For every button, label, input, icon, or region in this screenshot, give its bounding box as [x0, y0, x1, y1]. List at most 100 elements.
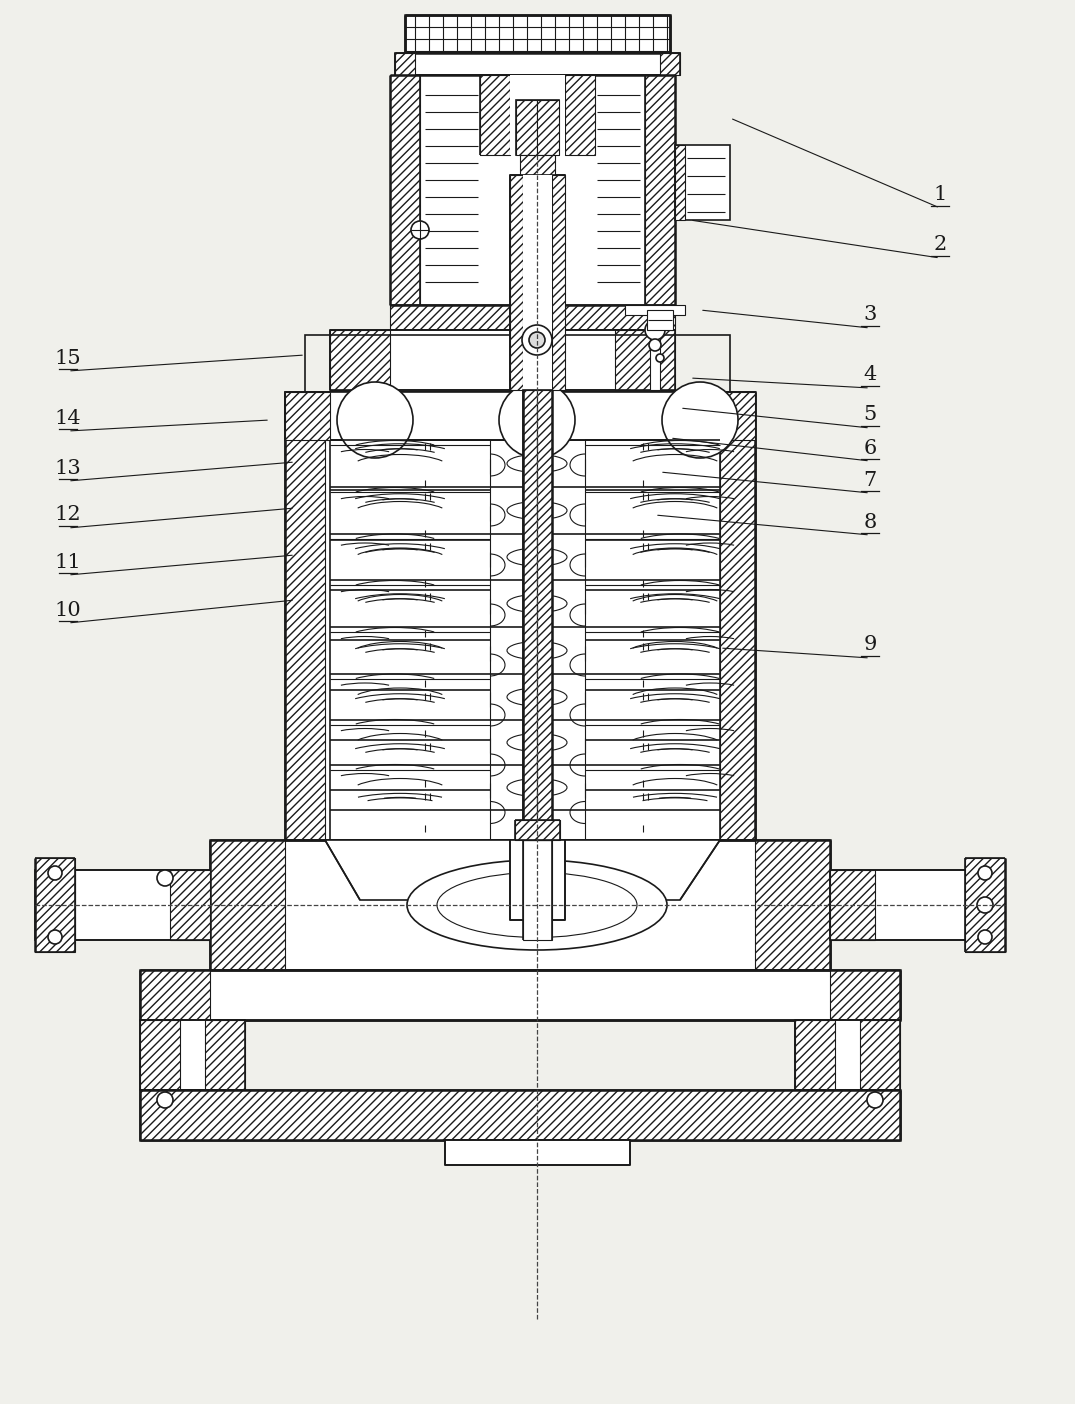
- Polygon shape: [538, 100, 559, 154]
- Polygon shape: [140, 1019, 245, 1090]
- Polygon shape: [524, 840, 551, 941]
- Circle shape: [411, 220, 429, 239]
- Polygon shape: [675, 145, 685, 220]
- Polygon shape: [660, 53, 680, 74]
- Circle shape: [978, 929, 992, 943]
- Polygon shape: [140, 1090, 900, 1140]
- Circle shape: [48, 866, 62, 880]
- Polygon shape: [615, 330, 675, 390]
- Polygon shape: [551, 176, 565, 390]
- Bar: [395, 53, 680, 74]
- Polygon shape: [516, 100, 559, 154]
- Polygon shape: [515, 820, 560, 840]
- Bar: [445, 1140, 630, 1165]
- Polygon shape: [625, 305, 685, 390]
- Circle shape: [662, 382, 739, 458]
- Polygon shape: [210, 840, 285, 970]
- Text: 11: 11: [55, 553, 82, 571]
- Bar: [420, 74, 645, 305]
- Ellipse shape: [507, 688, 567, 706]
- Polygon shape: [715, 392, 755, 439]
- Bar: [524, 176, 551, 390]
- Polygon shape: [510, 176, 565, 390]
- Polygon shape: [140, 1019, 180, 1090]
- Polygon shape: [330, 330, 675, 390]
- Text: 15: 15: [55, 348, 82, 368]
- Circle shape: [336, 382, 413, 458]
- Text: 12: 12: [55, 505, 82, 525]
- Polygon shape: [965, 858, 1005, 952]
- Circle shape: [529, 331, 545, 348]
- Polygon shape: [140, 970, 210, 1019]
- Ellipse shape: [507, 642, 567, 660]
- Circle shape: [499, 382, 575, 458]
- Polygon shape: [35, 858, 75, 952]
- Circle shape: [977, 897, 993, 913]
- Polygon shape: [830, 870, 875, 941]
- Polygon shape: [755, 840, 830, 970]
- Polygon shape: [524, 390, 551, 840]
- Polygon shape: [645, 74, 675, 305]
- Polygon shape: [285, 392, 755, 840]
- Polygon shape: [325, 840, 720, 900]
- Bar: [830, 870, 1005, 941]
- Bar: [35, 870, 210, 941]
- Polygon shape: [538, 390, 551, 840]
- Bar: [510, 74, 565, 154]
- Ellipse shape: [507, 778, 567, 796]
- Polygon shape: [860, 1019, 900, 1090]
- Polygon shape: [35, 870, 75, 941]
- Text: 10: 10: [55, 601, 82, 619]
- Ellipse shape: [507, 548, 567, 566]
- Text: 5: 5: [863, 406, 876, 424]
- Bar: [647, 310, 673, 330]
- Polygon shape: [565, 74, 594, 154]
- Polygon shape: [830, 970, 900, 1019]
- Polygon shape: [170, 870, 210, 941]
- Circle shape: [656, 354, 664, 362]
- Text: 6: 6: [863, 438, 876, 458]
- Ellipse shape: [507, 733, 567, 751]
- Polygon shape: [395, 53, 415, 74]
- Polygon shape: [965, 870, 1005, 941]
- Polygon shape: [285, 392, 330, 439]
- Text: 9: 9: [863, 636, 877, 654]
- Circle shape: [157, 1092, 173, 1108]
- Text: 4: 4: [863, 365, 876, 385]
- Circle shape: [868, 1092, 883, 1108]
- Bar: [405, 15, 670, 53]
- Polygon shape: [481, 74, 510, 154]
- Polygon shape: [140, 970, 900, 1019]
- Circle shape: [649, 338, 661, 351]
- Polygon shape: [796, 1019, 835, 1090]
- Polygon shape: [285, 392, 755, 439]
- Polygon shape: [520, 154, 555, 176]
- Polygon shape: [205, 1019, 245, 1090]
- Bar: [510, 840, 565, 920]
- Polygon shape: [510, 176, 524, 390]
- Ellipse shape: [507, 501, 567, 519]
- Ellipse shape: [507, 455, 567, 473]
- Circle shape: [157, 870, 173, 886]
- Circle shape: [522, 324, 551, 355]
- Bar: [675, 145, 730, 220]
- Text: 14: 14: [55, 409, 82, 427]
- Text: 8: 8: [863, 512, 876, 532]
- Polygon shape: [330, 330, 390, 390]
- Circle shape: [48, 929, 62, 943]
- Ellipse shape: [407, 861, 666, 951]
- Polygon shape: [390, 74, 420, 305]
- Polygon shape: [524, 390, 538, 840]
- Circle shape: [645, 320, 665, 340]
- Ellipse shape: [507, 594, 567, 612]
- Polygon shape: [516, 100, 538, 154]
- Text: 2: 2: [933, 236, 947, 254]
- Text: 13: 13: [55, 459, 82, 477]
- Text: 3: 3: [863, 306, 877, 324]
- Circle shape: [978, 866, 992, 880]
- Polygon shape: [720, 392, 755, 840]
- Polygon shape: [796, 1019, 900, 1090]
- Text: 1: 1: [933, 185, 947, 205]
- Text: 7: 7: [863, 470, 876, 490]
- Polygon shape: [210, 840, 830, 970]
